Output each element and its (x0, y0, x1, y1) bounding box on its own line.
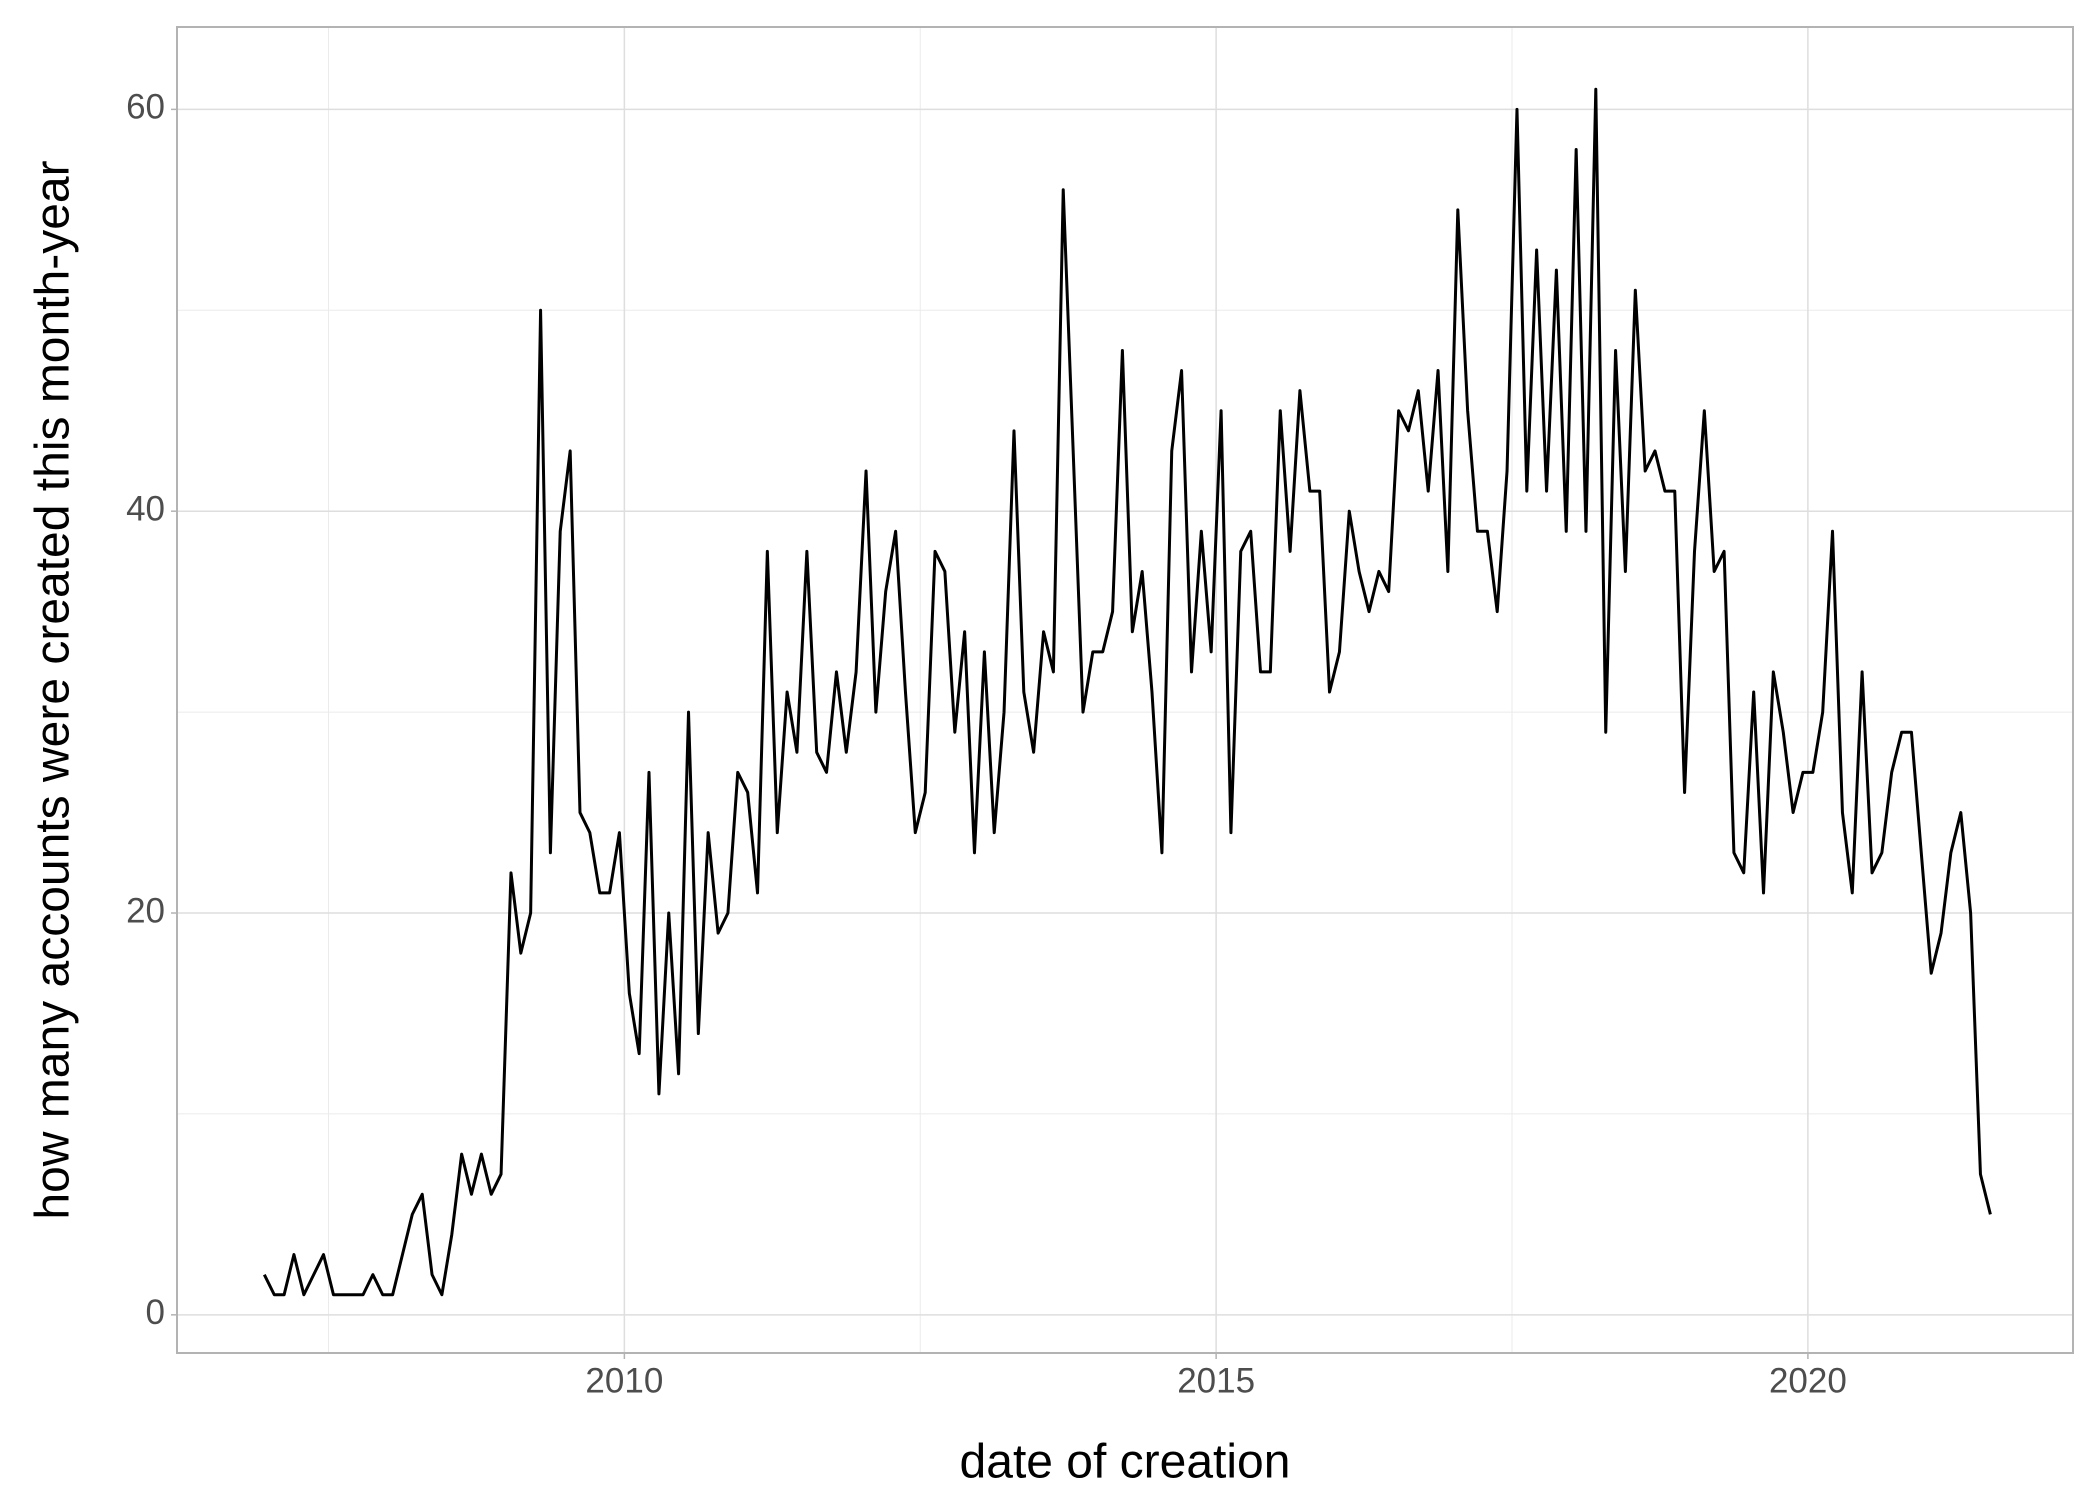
panel-border (176, 26, 2074, 1354)
x-tick-label: 2010 (585, 1361, 663, 1400)
data-line (262, 87, 1992, 1297)
x-tick-label: 2015 (1177, 1361, 1255, 1400)
y-axis-title: how many accounts were created this mont… (27, 160, 80, 1219)
x-axis-title: date of creation (960, 1436, 1291, 1489)
x-tick-label: 2020 (1769, 1361, 1847, 1400)
y-tick-label: 0 (146, 1293, 165, 1332)
y-tick-label: 60 (126, 88, 165, 127)
y-tick-label: 40 (126, 489, 165, 528)
y-tick-label: 20 (126, 891, 165, 930)
